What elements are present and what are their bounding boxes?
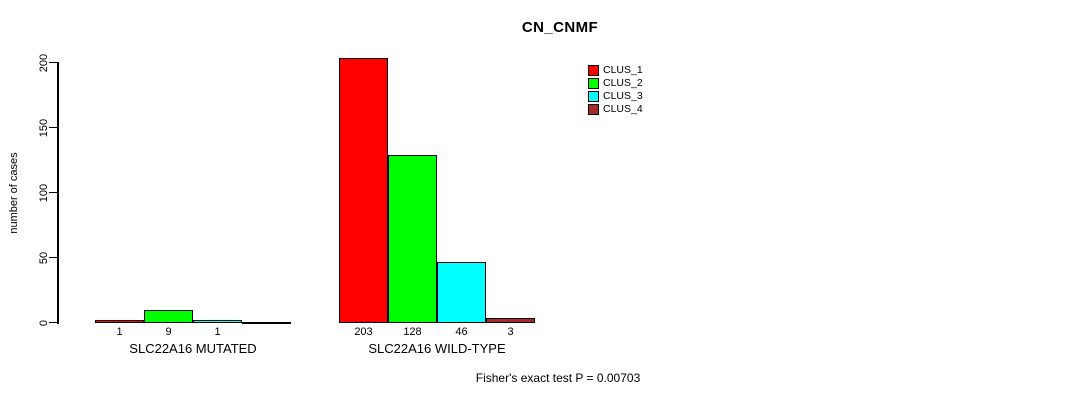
legend-label: CLUS_4 [603,103,643,115]
bar-CLUS_3 [437,261,486,324]
legend-color-swatch [588,78,599,89]
legend-label: CLUS_3 [603,90,643,102]
stat-annotation: Fisher's exact test P = 0.00703 [475,371,641,385]
chart-title: CN_CNMF [521,19,599,36]
legend-label: CLUS_2 [603,77,643,89]
y-axis-line [57,62,59,324]
legend-color-swatch [588,65,599,76]
legend-item: CLUS_4 [588,103,643,116]
legend-item: CLUS_2 [588,77,643,90]
y-tick-label: 100 [38,183,50,202]
bar-value-label: 46 [455,326,468,338]
bar-CLUS_1 [95,320,144,324]
y-axis-tick [48,126,59,129]
bar-value-label: 9 [165,326,172,338]
y-axis-tick [48,61,59,64]
legend: CLUS_1 CLUS_2 CLUS_3 CLUS_4 [588,64,643,116]
bar-CLUS_4 [242,321,291,324]
legend-item: CLUS_1 [588,64,643,77]
y-tick-label: 50 [38,251,50,264]
y-axis-tick [48,256,59,259]
bar-CLUS_2 [144,309,193,324]
y-tick-label: 0 [38,319,50,326]
y-tick-label: 200 [38,53,50,72]
bar-value-label: 128 [403,326,422,338]
y-tick-label: 150 [38,118,50,137]
bar-CLUS_1 [339,57,388,324]
y-axis-tick [48,191,59,194]
legend-label: CLUS_1 [603,64,643,76]
bar-value-label: 1 [116,326,123,338]
group-label: SLC22A16 WILD-TYPE [368,341,506,356]
legend-color-swatch [588,91,599,102]
group-label: SLC22A16 MUTATED [129,341,257,356]
bar-value-label: 203 [354,326,373,338]
bar-CLUS_3 [193,320,242,324]
bar-CLUS_4 [486,317,535,324]
legend-color-swatch [588,104,599,115]
bar-value-label: 3 [507,326,514,338]
bar-CLUS_2 [388,155,437,324]
y-axis-tick [48,321,59,324]
legend-item: CLUS_3 [588,90,643,103]
bar-value-label: 1 [214,326,221,338]
